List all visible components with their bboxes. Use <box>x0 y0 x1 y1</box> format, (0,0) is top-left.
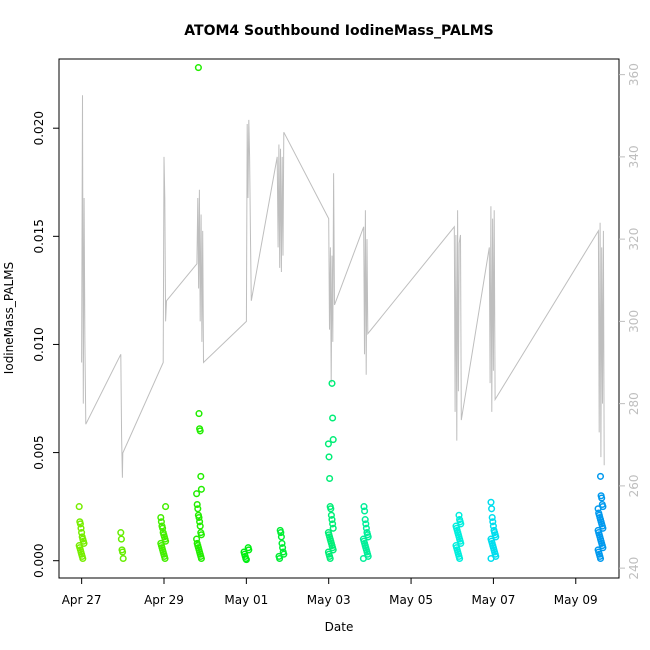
scatter-point <box>487 554 495 563</box>
scatter-point <box>159 524 167 532</box>
x-tick-label: May 05 <box>389 593 433 607</box>
scatter-point <box>117 529 125 537</box>
scatter-point <box>328 516 336 524</box>
scatter-point <box>329 414 337 422</box>
y2-tick-label: 240 <box>627 557 641 580</box>
y2-tick-label: 300 <box>627 310 641 333</box>
scatter-point <box>196 518 204 526</box>
scatter-point <box>362 524 370 532</box>
scatter-point <box>594 505 602 513</box>
y2-tick-label: 340 <box>627 145 641 168</box>
scatter-point <box>329 436 337 444</box>
scatter-point <box>117 535 125 543</box>
scatter-point <box>196 427 204 435</box>
scatter-point <box>326 554 334 563</box>
scatter-point <box>119 548 127 556</box>
scatter-point <box>325 453 333 461</box>
y-tick-label: 0.010 <box>32 327 46 361</box>
scatter-point <box>324 440 332 448</box>
scatter-point <box>361 507 369 515</box>
scatter-point <box>197 554 205 563</box>
scatter-point <box>488 505 496 513</box>
y2-tick-label: 320 <box>627 228 641 251</box>
x-tick-label: May 09 <box>554 593 598 607</box>
scatter-point <box>119 554 127 563</box>
y-tick-label: 0.015 <box>32 219 46 253</box>
scatter-point <box>487 498 495 506</box>
scatter-point <box>196 522 204 530</box>
x-tick-label: May 03 <box>307 593 351 607</box>
scatter-point <box>197 485 205 493</box>
scatter-point <box>193 500 201 509</box>
scatter-point <box>75 503 83 511</box>
scatter-point <box>162 503 170 511</box>
y-tick-label: 0.005 <box>32 435 46 469</box>
scatter-point <box>456 554 464 563</box>
scatter-point <box>455 511 463 519</box>
plot-area: 0.000 0.005 0.010 0.015 0.020 240 260 280 300 320… <box>32 58 641 607</box>
scatter-point <box>596 554 605 563</box>
y-tick-label: 0.020 <box>32 111 46 145</box>
scatter-point <box>359 554 367 563</box>
scatter-point <box>598 494 606 502</box>
x-tick-label: Apr 27 <box>62 593 102 607</box>
scatter-point <box>77 524 85 532</box>
scatter-point <box>489 522 497 530</box>
scatter-point <box>197 472 205 480</box>
scatter-point <box>157 513 165 522</box>
x-axis-label: Date <box>325 620 354 634</box>
x-tick-label: May 07 <box>471 593 515 607</box>
scatter-point <box>488 513 496 522</box>
y2-tick-label: 280 <box>627 392 641 415</box>
y-axis-label: IodineMass_PALMS <box>2 262 16 374</box>
x-tick-label: Apr 29 <box>144 593 184 607</box>
scatter-point <box>278 539 286 547</box>
scatter-point <box>78 529 86 537</box>
scatter-point <box>328 379 336 387</box>
y2-tick-label: 260 <box>627 474 641 497</box>
scatter-point <box>277 529 285 537</box>
scatter-point <box>489 518 497 526</box>
scatter-point <box>194 64 202 72</box>
scatter-point <box>279 544 287 552</box>
scatter-point <box>194 505 202 513</box>
scatter-point <box>193 535 201 543</box>
scatter-point <box>161 554 169 563</box>
scatter-point <box>329 524 337 532</box>
scatter-point <box>277 533 285 541</box>
y2-tick-label: 360 <box>627 63 641 86</box>
scatter-point <box>276 554 284 563</box>
scatter-point <box>195 513 203 522</box>
scatter-point <box>242 556 250 564</box>
scatter-point <box>361 516 369 524</box>
scatter-point <box>193 490 201 498</box>
y-tick-label: 0.000 <box>32 544 46 578</box>
plot-frame <box>58 58 620 579</box>
scatter-point <box>360 503 368 511</box>
scatter-point <box>362 520 370 528</box>
scatter-point <box>79 554 87 563</box>
line-series <box>81 95 605 478</box>
chart-title: ATOM4 Southbound IodineMass_PALMS <box>184 23 493 39</box>
scatter-point <box>76 520 84 528</box>
scatter-point <box>195 410 203 418</box>
scatter-point <box>596 472 605 480</box>
scatter-point <box>197 531 205 539</box>
x-tick-label: May 01 <box>224 593 268 607</box>
scatter-point <box>327 505 335 513</box>
scatter-point <box>157 518 165 526</box>
scatter-point <box>326 474 334 483</box>
scatter-point <box>327 511 335 519</box>
scatter-point <box>329 520 337 528</box>
